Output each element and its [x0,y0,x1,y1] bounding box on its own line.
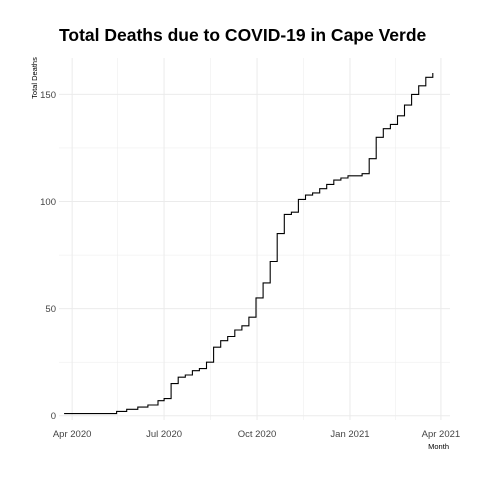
chart-title: Total Deaths due to COVID-19 in Cape Ver… [59,25,427,45]
y-tick-labels: 0 50 100 150 [40,90,56,422]
x-tick-label: Apr 2021 [422,429,461,440]
x-tick-label: Jan 2021 [330,429,369,440]
y-tick-label: 100 [40,197,56,208]
series-line [64,73,434,415]
x-tick-label: Oct 2020 [238,429,277,440]
major-gridlines [59,58,450,420]
x-axis-title: Month [428,442,449,451]
y-tick-label: 0 [51,411,56,422]
x-tick-label: Apr 2020 [53,429,92,440]
y-axis-title: Total Deaths [30,57,39,99]
y-tick-label: 150 [40,90,56,101]
series-layer [64,73,434,415]
y-tick-label: 50 [45,304,56,315]
x-tick-labels: Apr 2020 Jul 2020 Oct 2020 Jan 2021 Apr 2021 [53,429,460,440]
minor-gridlines [59,58,450,420]
x-tick-label: Jul 2020 [146,429,182,440]
